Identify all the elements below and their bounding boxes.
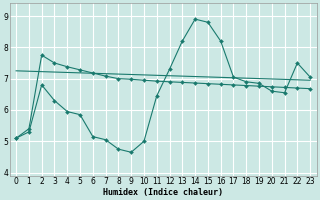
X-axis label: Humidex (Indice chaleur): Humidex (Indice chaleur) bbox=[103, 188, 223, 197]
